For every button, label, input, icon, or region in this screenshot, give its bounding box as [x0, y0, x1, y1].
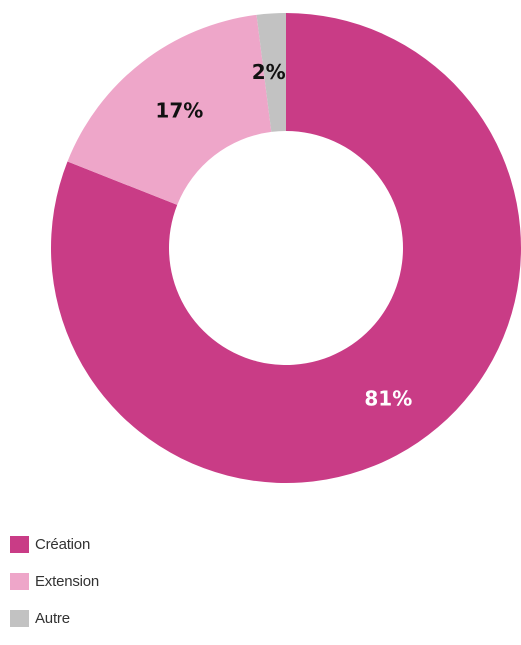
legend-label-extension: Extension: [35, 572, 100, 590]
donut-chart: 81% 17% 2%: [50, 13, 521, 484]
legend-swatch-extension: [10, 572, 29, 590]
legend-item-extension: Extension: [10, 571, 310, 591]
slice-extension: [67, 14, 272, 205]
slice-label-autre: 2%: [252, 60, 286, 84]
legend: Création Extension Autre: [10, 534, 310, 645]
donut-svg: 81% 17% 2%: [50, 13, 521, 484]
slice-creation: [50, 13, 521, 484]
legend-item-autre: Autre: [10, 608, 310, 628]
legend-label-creation: Création: [35, 535, 91, 553]
slice-autre: [256, 13, 286, 132]
slice-label-extension: 17%: [155, 99, 203, 123]
legend-swatch-creation: [10, 535, 29, 553]
legend-label-autre: Autre: [35, 609, 70, 627]
slice-label-creation: 81%: [364, 387, 412, 411]
legend-swatch-autre: [10, 609, 29, 627]
legend-item-creation: Création: [10, 534, 310, 554]
